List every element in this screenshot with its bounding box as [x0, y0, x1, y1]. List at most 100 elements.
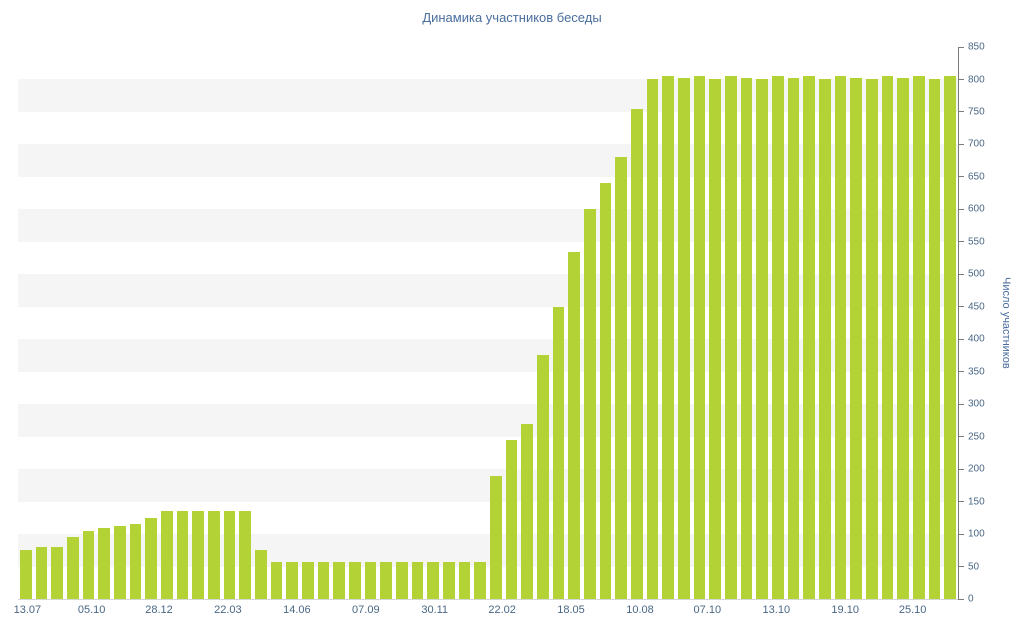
bar[interactable]	[145, 517, 158, 599]
bar[interactable]	[395, 561, 408, 599]
y-axis-tick	[958, 566, 964, 567]
x-axis-tick-label: 22.02	[488, 604, 516, 616]
bar[interactable]	[662, 76, 675, 599]
bar[interactable]	[333, 561, 346, 599]
bar[interactable]	[364, 561, 377, 599]
bar[interactable]	[66, 537, 79, 599]
x-axis-tick-label: 13.10	[762, 604, 791, 616]
y-axis-tick	[958, 533, 964, 535]
bar[interactable]	[176, 511, 189, 599]
bar[interactable]	[521, 423, 534, 599]
bar[interactable]	[301, 561, 314, 599]
bar[interactable]	[207, 511, 220, 599]
bar[interactable]	[254, 550, 267, 599]
y-axis-tick	[958, 403, 964, 405]
bar[interactable]	[35, 547, 48, 599]
bar[interactable]	[113, 526, 126, 599]
y-axis-tick	[958, 241, 964, 243]
y-axis-tick-label: 500	[968, 268, 985, 280]
bar[interactable]	[646, 79, 659, 599]
x-axis-tick-label: 07.09	[352, 604, 380, 616]
bar[interactable]	[427, 561, 440, 599]
bar[interactable]	[82, 530, 95, 599]
bar[interactable]	[787, 77, 800, 599]
bar[interactable]	[599, 183, 612, 599]
bar[interactable]	[270, 561, 283, 599]
bar[interactable]	[568, 251, 581, 599]
y-axis-tick-label: 850	[968, 41, 985, 53]
bar[interactable]	[881, 76, 894, 599]
grid-band	[18, 209, 958, 242]
bar[interactable]	[818, 79, 831, 599]
bar[interactable]	[474, 561, 487, 599]
bar[interactable]	[677, 77, 690, 599]
x-axis-tick-label: 14.06	[283, 604, 311, 616]
bar[interactable]	[536, 355, 549, 599]
bar[interactable]	[583, 209, 596, 599]
bar[interactable]	[944, 76, 957, 599]
y-axis-tick-label: 150	[968, 496, 985, 508]
y-axis-tick-label: 600	[968, 203, 985, 215]
y-axis-tick-label: 800	[968, 74, 985, 85]
bar[interactable]	[803, 76, 816, 599]
bar[interactable]	[693, 76, 706, 599]
bar[interactable]	[505, 439, 518, 599]
bar[interactable]	[771, 76, 784, 599]
bar[interactable]	[756, 79, 769, 599]
y-axis-tick-label: 650	[968, 171, 985, 183]
y-axis-tick-label: 100	[968, 528, 985, 540]
bar[interactable]	[160, 511, 173, 599]
y-axis-tick	[958, 208, 964, 210]
bar[interactable]	[709, 79, 722, 599]
y-axis-tick-label: 550	[968, 236, 985, 248]
y-axis-tick	[958, 46, 964, 48]
bar[interactable]	[615, 157, 628, 599]
y-axis-tick-label: 400	[968, 333, 985, 345]
y-axis-tick	[958, 371, 964, 373]
bar[interactable]	[740, 77, 753, 599]
bar[interactable]	[129, 524, 142, 599]
bar[interactable]	[865, 79, 878, 599]
x-axis-tick-label: 22.03	[214, 604, 242, 616]
bar[interactable]	[442, 561, 455, 599]
bar[interactable]	[98, 527, 111, 599]
bar[interactable]	[348, 561, 361, 599]
bar[interactable]	[552, 306, 565, 599]
bar[interactable]	[834, 76, 847, 599]
x-axis-tick-label: 05.10	[77, 604, 106, 616]
y-axis-tick	[958, 306, 964, 308]
y-axis-tick-label: 700	[968, 138, 985, 150]
bar[interactable]	[239, 511, 252, 599]
bar[interactable]	[223, 511, 236, 599]
bar[interactable]	[850, 77, 863, 599]
grid-band	[18, 534, 958, 567]
y-axis-tick	[958, 436, 964, 438]
bar[interactable]	[489, 475, 502, 599]
bar[interactable]	[380, 561, 393, 599]
bar[interactable]	[458, 561, 471, 599]
grid-band	[18, 79, 958, 112]
bar[interactable]	[19, 550, 32, 599]
y-axis-tick	[958, 176, 964, 178]
bar[interactable]	[630, 108, 643, 599]
bar[interactable]	[192, 511, 205, 599]
y-axis-tick-label: 0	[968, 593, 974, 605]
bar[interactable]	[928, 79, 941, 599]
bar[interactable]	[286, 561, 299, 599]
y-axis-tick-label: 450	[968, 301, 985, 313]
chart-title: Динамика участников беседы	[422, 10, 602, 25]
grid-band	[18, 274, 958, 307]
bar[interactable]	[897, 77, 910, 599]
bar[interactable]	[411, 561, 424, 599]
y-axis-tick	[958, 111, 964, 113]
y-axis-tick-label: 200	[968, 463, 985, 475]
bar[interactable]	[912, 76, 925, 599]
x-axis-tick-label: 13.07	[13, 604, 42, 616]
y-axis-tick	[958, 598, 964, 600]
y-axis-tick	[958, 143, 964, 145]
y-axis-tick-label: 750	[968, 106, 985, 118]
y-axis-tick	[958, 273, 964, 275]
bar[interactable]	[724, 76, 737, 599]
bar[interactable]	[317, 561, 330, 599]
bar[interactable]	[51, 547, 64, 599]
